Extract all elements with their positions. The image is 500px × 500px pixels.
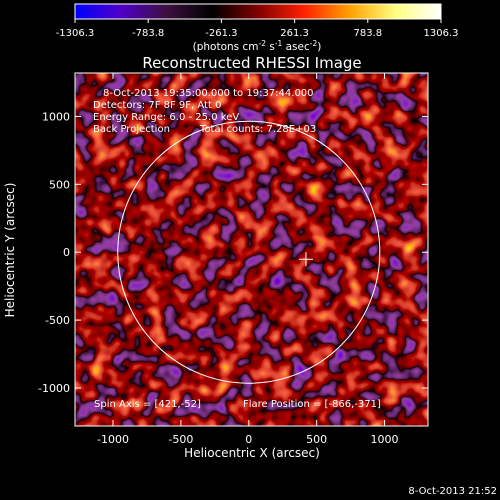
spin-axis-label: Spin Axis = [421,-52] bbox=[94, 399, 201, 410]
colorbar-tick-label: 1306.3 bbox=[424, 28, 459, 39]
heatmap-texture bbox=[75, 73, 428, 426]
colorbar-tick-label: 261.3 bbox=[280, 28, 309, 39]
y-tick-label: 1000 bbox=[42, 110, 70, 123]
y-axis-label: Heliocentric Y (arcsec) bbox=[3, 183, 17, 318]
colorbar-ticks: -1306.3 -783.8 -261.3 261.3 783.8 1306.3 bbox=[56, 19, 459, 39]
x-axis-label: Heliocentric X (arcsec) bbox=[184, 446, 320, 460]
colorbar-tick-label: -1306.3 bbox=[56, 28, 95, 39]
y-tick-label: -1000 bbox=[38, 382, 70, 395]
heatmap-image bbox=[75, 73, 428, 426]
x-tick-label: -1000 bbox=[97, 433, 129, 446]
x-tick-label: -500 bbox=[168, 433, 193, 446]
x-tick-label: 1000 bbox=[371, 433, 399, 446]
y-tick-label: 0 bbox=[63, 246, 70, 259]
x-tick-label: 0 bbox=[245, 433, 252, 446]
solar-limb-circle bbox=[117, 120, 381, 384]
colorbar-tick-label: -783.8 bbox=[132, 28, 164, 39]
overlay-layer bbox=[117, 120, 381, 384]
plot-frame bbox=[74, 72, 429, 427]
colorbar-tick-label: 783.8 bbox=[353, 28, 382, 39]
plot-timestamp: 8-Oct-2013 21:52 bbox=[408, 486, 497, 497]
flare-position-label: Flare Position = [-866,-371] bbox=[243, 399, 381, 410]
time-range-label: 8-Oct-2013 19:35:00.000 to 19:37:44.000 bbox=[103, 88, 314, 99]
x-tick-label: 500 bbox=[306, 433, 327, 446]
colorbar-tick-label: -261.3 bbox=[205, 28, 237, 39]
method-label: Back Projection bbox=[93, 124, 170, 135]
colorbar bbox=[74, 3, 442, 20]
energy-range-label: Energy Range: 6.0 - 25.0 keV bbox=[93, 112, 239, 123]
y-tick-label: -500 bbox=[45, 314, 70, 327]
y-tick-label: 500 bbox=[49, 178, 70, 191]
chart-title: Reconstructed RHESSI Image bbox=[142, 54, 361, 72]
total-counts-label: Total counts: 7.28E+03 bbox=[199, 124, 316, 135]
detectors-label: Detectors: 7F 8F 9F, Att 0 bbox=[93, 100, 221, 111]
axis-ticks: -1000 -500 0 500 1000 1000 500 0 -500 -1000 bbox=[38, 73, 428, 446]
colorbar-units: (photons cm-2 s-1 asec-2) bbox=[193, 39, 322, 53]
